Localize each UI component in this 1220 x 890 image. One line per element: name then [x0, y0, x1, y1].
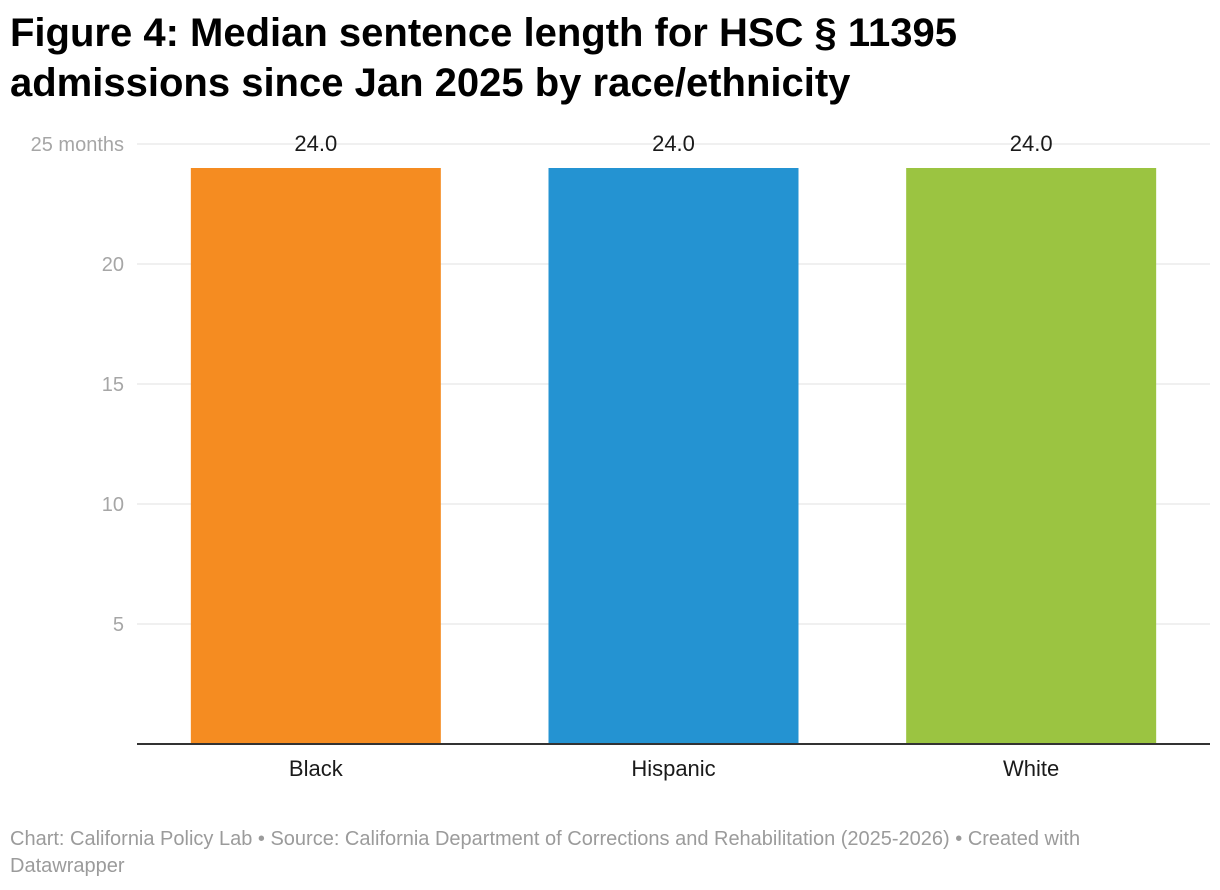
chart-footer: Chart: California Policy Lab • Source: C…: [10, 826, 1200, 880]
chart-title: Figure 4: Median sentence length for HSC…: [10, 8, 1190, 108]
bar-value-label: 24.0: [1010, 131, 1053, 156]
bar-value-label: 24.0: [652, 131, 695, 156]
bar-white: [906, 168, 1157, 744]
bar-value-label: 24.0: [294, 131, 337, 156]
chart-title-line-2: admissions since Jan 2025 by race/ethnic…: [10, 61, 851, 105]
y-tick-label: 10: [102, 494, 124, 516]
y-tick-label: 5: [113, 614, 124, 636]
x-tick-label: White: [1003, 756, 1059, 781]
y-tick-label: 25 months: [31, 134, 124, 156]
chart-footer-line-2: Datawrapper: [10, 855, 125, 877]
x-tick-label: Black: [289, 756, 344, 781]
chart-title-line-1: Figure 4: Median sentence length for HSC…: [10, 11, 957, 55]
chart-footer-line-1: Chart: California Policy Lab • Source: C…: [10, 828, 1081, 850]
x-tick-label: Hispanic: [631, 756, 715, 781]
bar-black: [190, 168, 441, 744]
y-tick-label: 20: [102, 254, 124, 276]
bar-hispanic: [548, 168, 799, 744]
y-tick-label: 15: [102, 374, 124, 396]
